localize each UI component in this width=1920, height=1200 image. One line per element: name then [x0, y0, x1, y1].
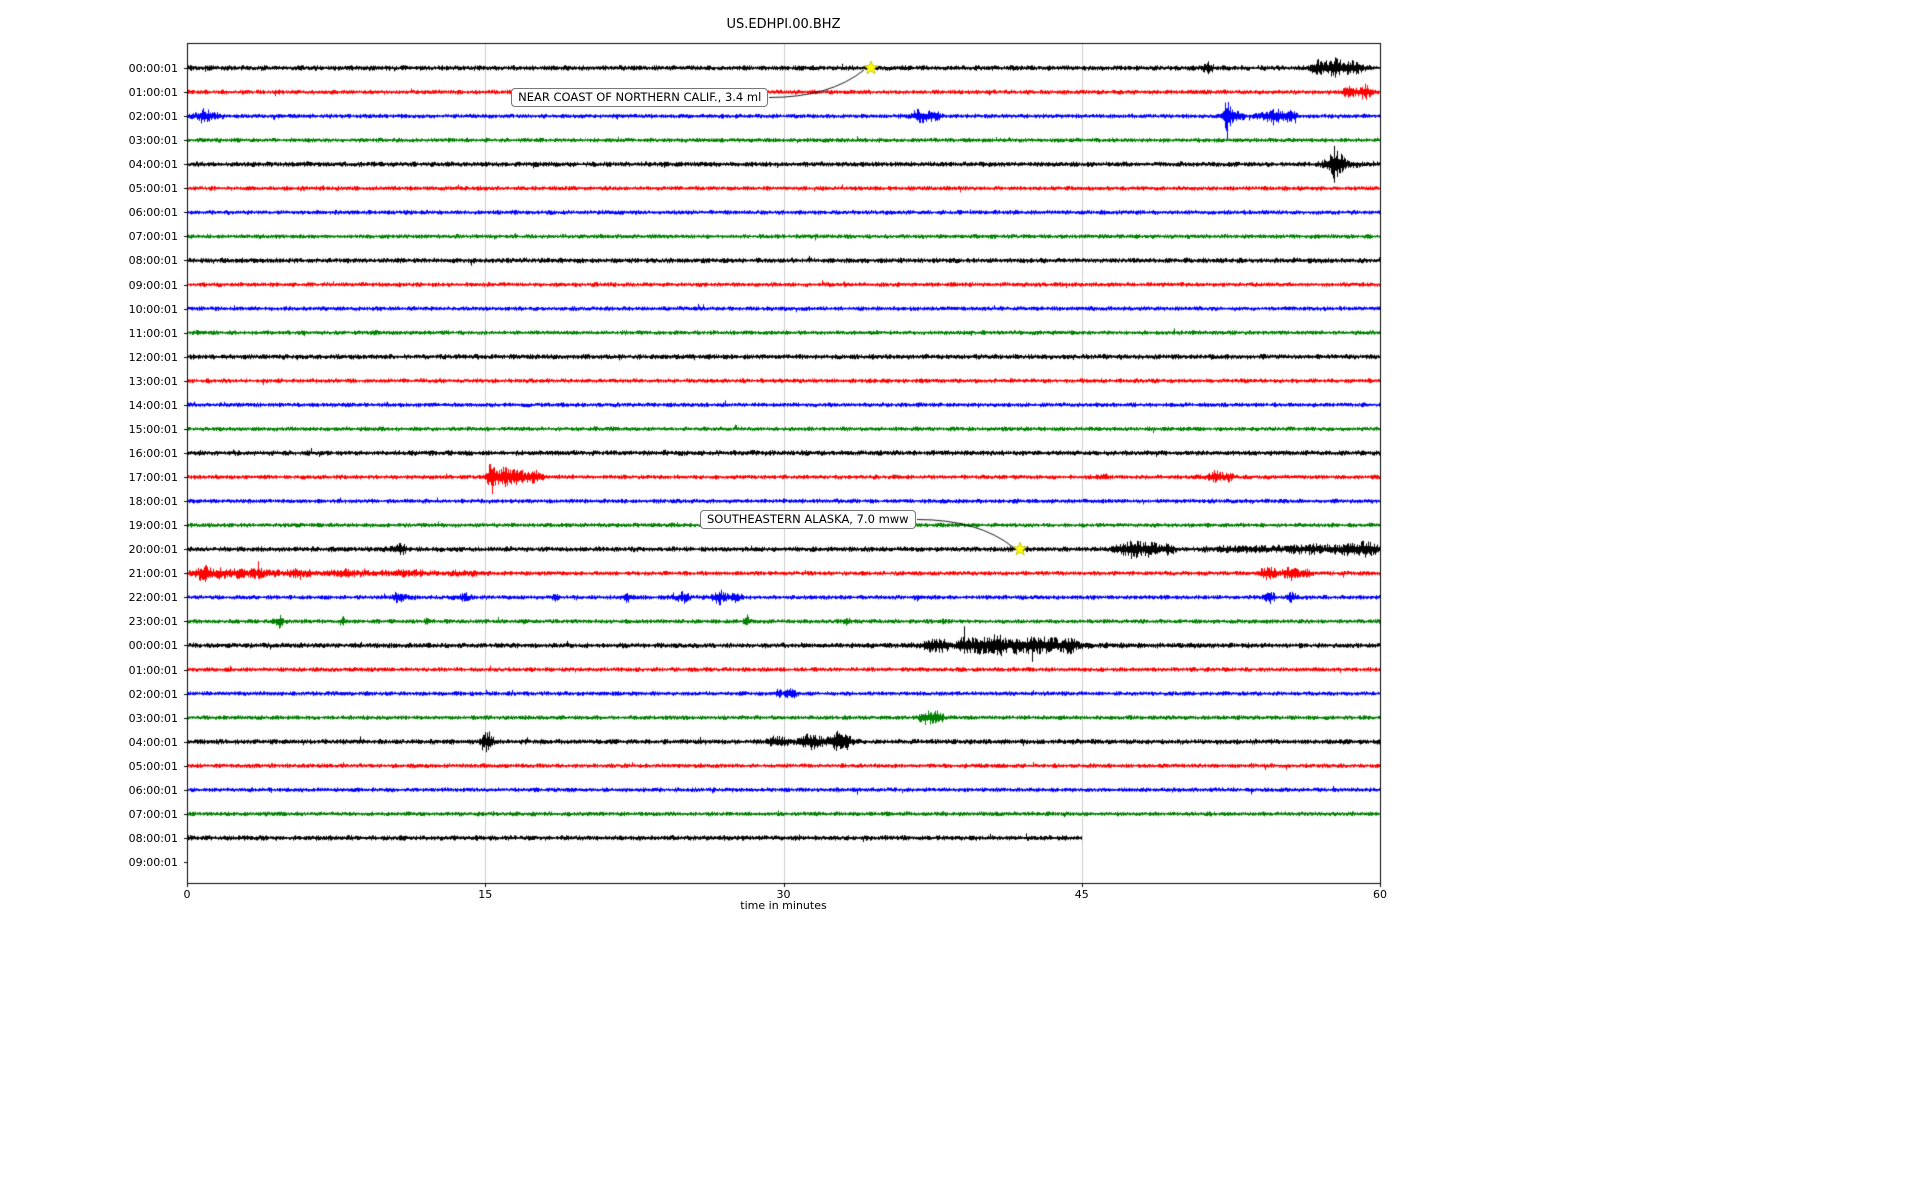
y-axis-label: 08:00:01 [128, 831, 178, 845]
y-axis-label: 17:00:01 [128, 471, 178, 485]
y-axis-label: 13:00:01 [128, 374, 178, 388]
y-axis-label: 01:00:01 [128, 86, 178, 100]
x-axis-label: time in minutes [740, 899, 827, 912]
y-axis-label: 07:00:01 [128, 230, 178, 244]
y-axis-label: 04:00:01 [128, 158, 178, 172]
y-axis-label: 21:00:01 [128, 567, 178, 581]
x-tick-label: 30 [776, 888, 791, 901]
event-annotation-near-coast: NEAR COAST OF NORTHERN CALIF., 3.4 ml [511, 88, 769, 108]
y-axis-label: 06:00:01 [128, 206, 178, 220]
y-axis-label: 18:00:01 [128, 495, 178, 509]
y-axis-label: 05:00:01 [128, 759, 178, 773]
x-tick-label: 15 [478, 888, 493, 901]
event-annotation-label: SOUTHEASTERN ALASKA, 7.0 mww [706, 512, 909, 527]
x-tick-label: 0 [183, 888, 191, 901]
y-axis-label: 00:00:01 [128, 62, 178, 75]
chart-title: US.EDHPI.00.BHZ [726, 17, 841, 32]
y-axis-label: 22:00:01 [128, 591, 178, 605]
y-axis-label: 09:00:01 [128, 856, 178, 869]
event-annotation-label: NEAR COAST OF NORTHERN CALIF., 3.4 ml [518, 90, 762, 105]
y-axis-label: 05:00:01 [128, 182, 178, 196]
y-axis-label: 14:00:01 [128, 398, 178, 412]
y-axis-label: 02:00:01 [128, 687, 178, 701]
y-axis-label: 07:00:01 [128, 807, 178, 821]
y-axis-label: 20:00:01 [128, 543, 178, 557]
y-axis-label: 08:00:01 [128, 254, 178, 268]
y-axis-label: 12:00:01 [128, 350, 178, 364]
event-annotation-alaska: SOUTHEASTERN ALASKA, 7.0 mww [699, 510, 916, 530]
y-axis-label: 04:00:01 [128, 735, 178, 749]
y-axis-label: 10:00:01 [128, 302, 178, 316]
y-axis-label: 19:00:01 [128, 519, 178, 533]
y-axis-label: 01:00:01 [128, 663, 178, 677]
y-axis-label: 16:00:01 [128, 446, 178, 460]
x-tick-label: 45 [1074, 888, 1089, 901]
y-axis-label: 11:00:01 [128, 326, 178, 340]
x-tick-label: 60 [1373, 888, 1387, 901]
y-axis-label: 23:00:01 [128, 615, 178, 629]
y-axis-label: 09:00:01 [128, 278, 178, 292]
y-axis-label: 03:00:01 [128, 711, 178, 725]
y-axis-label: 02:00:01 [128, 110, 178, 124]
y-axis-label: 03:00:01 [128, 134, 178, 148]
y-axis-label: 00:00:01 [128, 639, 178, 653]
y-axis-label: 15:00:01 [128, 422, 178, 436]
y-axis-label: 06:00:01 [128, 783, 178, 797]
